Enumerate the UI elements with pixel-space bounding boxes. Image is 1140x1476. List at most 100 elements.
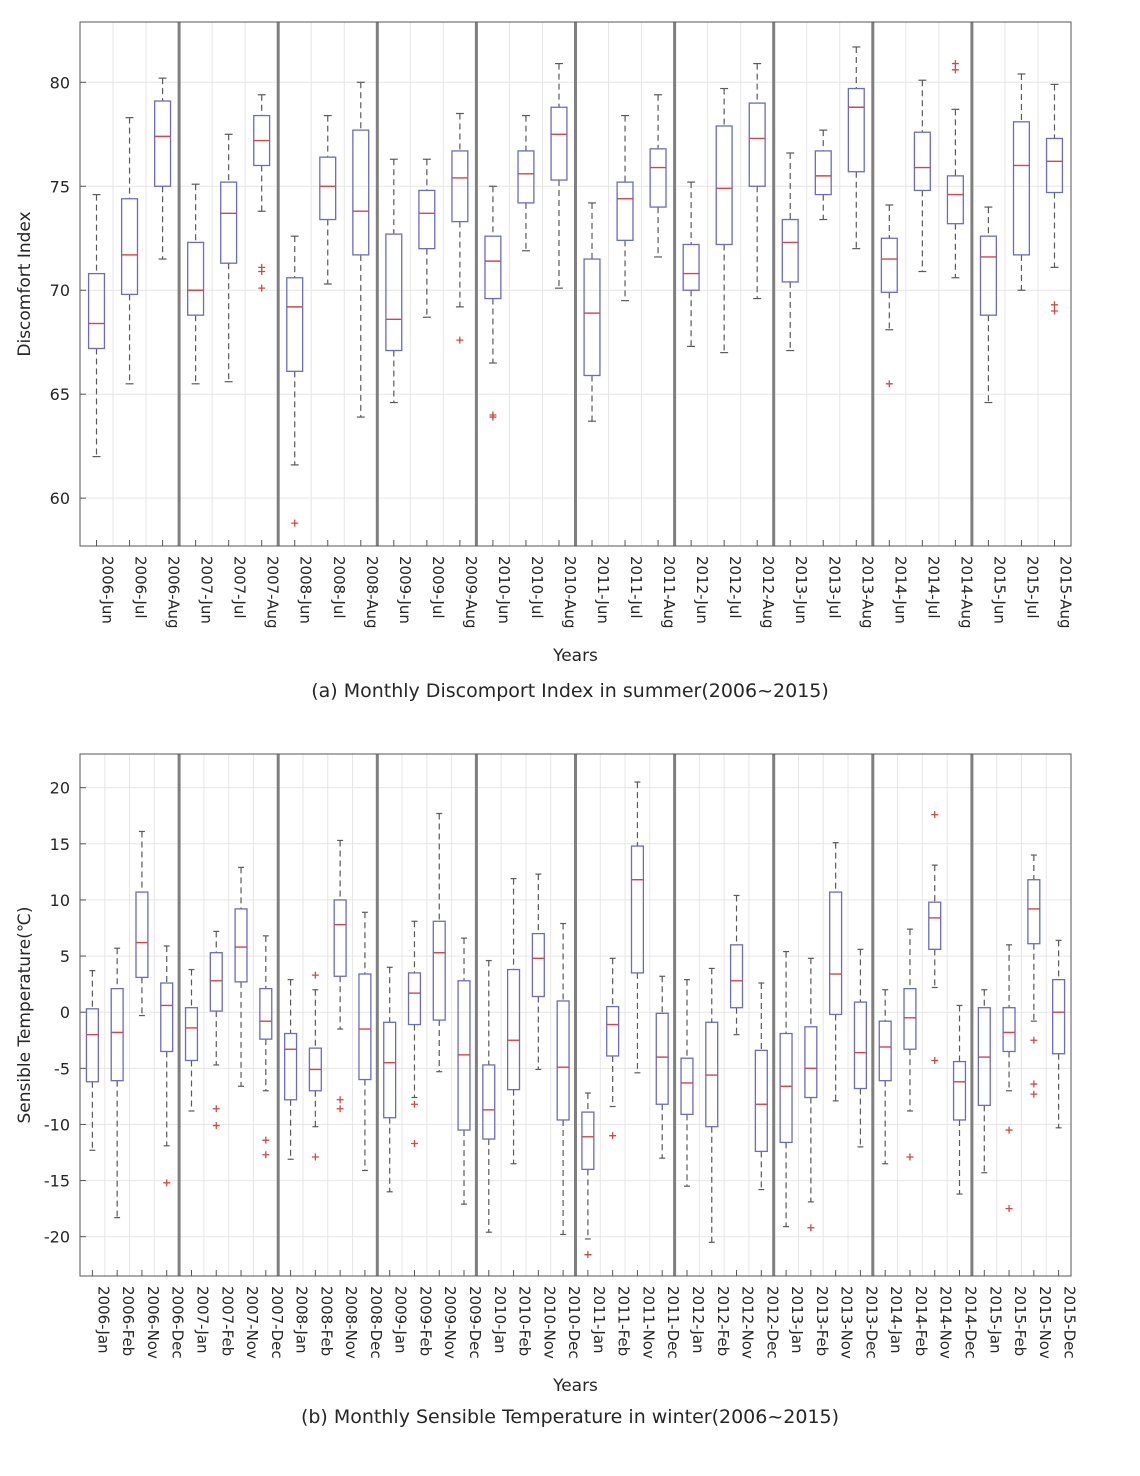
plot-frame [79, 21, 1072, 547]
x-tick-label: 2007-Jan [193, 1286, 211, 1354]
box-iqr [715, 125, 733, 246]
x-tick-label: 2013-Feb [813, 1286, 831, 1356]
box-iqr [781, 218, 799, 283]
x-tick-label: 2007-Dec [268, 1286, 286, 1359]
outlier-marker [212, 1122, 220, 1130]
x-tick-label: 2010-Jun [495, 556, 513, 624]
box-2010-Jan [482, 959, 496, 1233]
y-tick-label: 80 [50, 73, 70, 92]
box-iqr [946, 175, 964, 225]
box-2006-Aug [154, 77, 172, 260]
box-2015-Dec [1052, 939, 1066, 1129]
box-iqr [814, 150, 832, 196]
box-2013-Jan [779, 950, 793, 1228]
box-2007-Aug [253, 94, 271, 292]
box-2012-Nov [729, 894, 744, 1036]
x-tick-label: 2010-Feb [516, 1286, 534, 1356]
box-2010-Aug [550, 62, 568, 289]
box-2009-Aug [451, 112, 469, 344]
x-tick-label: 2015-Jul [1023, 556, 1041, 619]
y-tick-label: -20 [44, 1228, 70, 1247]
box-iqr [154, 100, 172, 187]
outlier-marker [807, 1224, 815, 1232]
x-tick-label: 2010-Nov [540, 1286, 558, 1359]
outlier-marker [336, 1105, 344, 1113]
box-2011-Nov [630, 781, 645, 1074]
box-iqr [606, 1005, 620, 1057]
x-tick-label: 2010-Jul [528, 556, 546, 619]
box-iqr [385, 233, 403, 352]
box-2013-Aug [847, 46, 865, 250]
y-tick-label: -15 [44, 1172, 70, 1191]
box-iqr [506, 968, 521, 1091]
x-tick-label: 2012-Aug [759, 556, 777, 629]
y-tick-label: 5 [60, 947, 70, 966]
box-iqr [184, 1007, 199, 1062]
x-tick-label: 2007-Aug [264, 556, 282, 629]
caption-sensible-temperature: (b) Monthly Sensible Temperature in wint… [300, 1406, 840, 1428]
x-tick-label: 2010-Dec [565, 1286, 583, 1359]
box-iqr [482, 1064, 496, 1140]
box-iqr [85, 1008, 99, 1083]
x-tick-label: 2009-Jun [396, 556, 414, 624]
y-axis-label: Discomfort Index [15, 211, 35, 356]
box-2012-Jul [715, 87, 733, 354]
outlier-marker [931, 811, 939, 819]
chart-discomfort-index: 60 65 70 75 80 Discomfort Index 2006-Jun 2006-J… [15, 21, 1074, 666]
box-2011-Jul [616, 114, 634, 302]
box-2015-Jan [977, 989, 991, 1174]
box-iqr [754, 1049, 768, 1153]
box-iqr [979, 235, 997, 316]
box-2009-Nov [432, 812, 446, 1073]
y-axis-label: Sensible Temperature(℃) [15, 906, 35, 1123]
outlier-marker [1005, 1205, 1013, 1213]
box-2015-Aug [1045, 83, 1064, 315]
box-2012-Feb [705, 967, 719, 1243]
box-iqr [581, 1111, 595, 1171]
x-tick-label: 2014-Feb [912, 1286, 930, 1356]
box-2013-Jun [781, 152, 799, 352]
box-2008-Jun [286, 235, 304, 527]
box-iqr [407, 972, 422, 1026]
outlier-marker [410, 1140, 418, 1148]
x-tick-label: 2008-Feb [317, 1286, 335, 1356]
box-iqr [319, 156, 337, 221]
outlier-marker [1005, 1126, 1013, 1134]
outlier-marker [489, 413, 497, 421]
box-iqr [952, 1060, 967, 1121]
box-iqr [804, 1026, 818, 1099]
outlier-marker [336, 1096, 344, 1104]
box-2010-Feb [506, 878, 521, 1165]
box-iqr [847, 87, 865, 173]
x-tick-label: 2009-Aug [462, 556, 480, 629]
outlier-marker [163, 1179, 171, 1187]
x-tick-label: 2006-Jun [99, 556, 117, 624]
caption-discomfort-index: (a) Monthly Discomport Index in summer(2… [311, 680, 829, 702]
box-2015-Jul [1012, 73, 1031, 291]
x-tick-label: 2011-Nov [639, 1286, 657, 1359]
x-tick-label: 2013-Nov [838, 1286, 856, 1359]
box-iqr [748, 102, 766, 187]
x-tick-label: 2006-Jan [94, 1286, 112, 1354]
x-tick-label: 2008-Aug [363, 556, 381, 629]
x-tick-label: 2015-Feb [1011, 1286, 1029, 1356]
box-2008-Jan [283, 979, 298, 1160]
x-axis-label: Years [552, 646, 598, 666]
box-2015-Nov [1027, 854, 1041, 1098]
y-tick-label: -10 [44, 1115, 70, 1134]
y-tick-label: 10 [50, 891, 70, 910]
box-iqr [928, 901, 942, 950]
x-tick-label: 2009-Nov [441, 1286, 459, 1359]
box-2010-Nov [531, 873, 545, 1071]
x-tick-label: 2015-Aug [1056, 556, 1074, 629]
outlier-marker [931, 1056, 939, 1064]
x-tick-label: 2012-Dec [763, 1286, 781, 1359]
box-iqr [649, 148, 667, 208]
y-tick-label: 75 [50, 177, 70, 196]
y-tick-label: 70 [50, 281, 70, 300]
x-tick-label: 2012-Feb [714, 1286, 732, 1356]
box-iqr [286, 277, 304, 372]
box-2012-Jun [682, 181, 700, 347]
box-2007-Feb [209, 930, 223, 1130]
box-2010-Jul [517, 114, 535, 252]
